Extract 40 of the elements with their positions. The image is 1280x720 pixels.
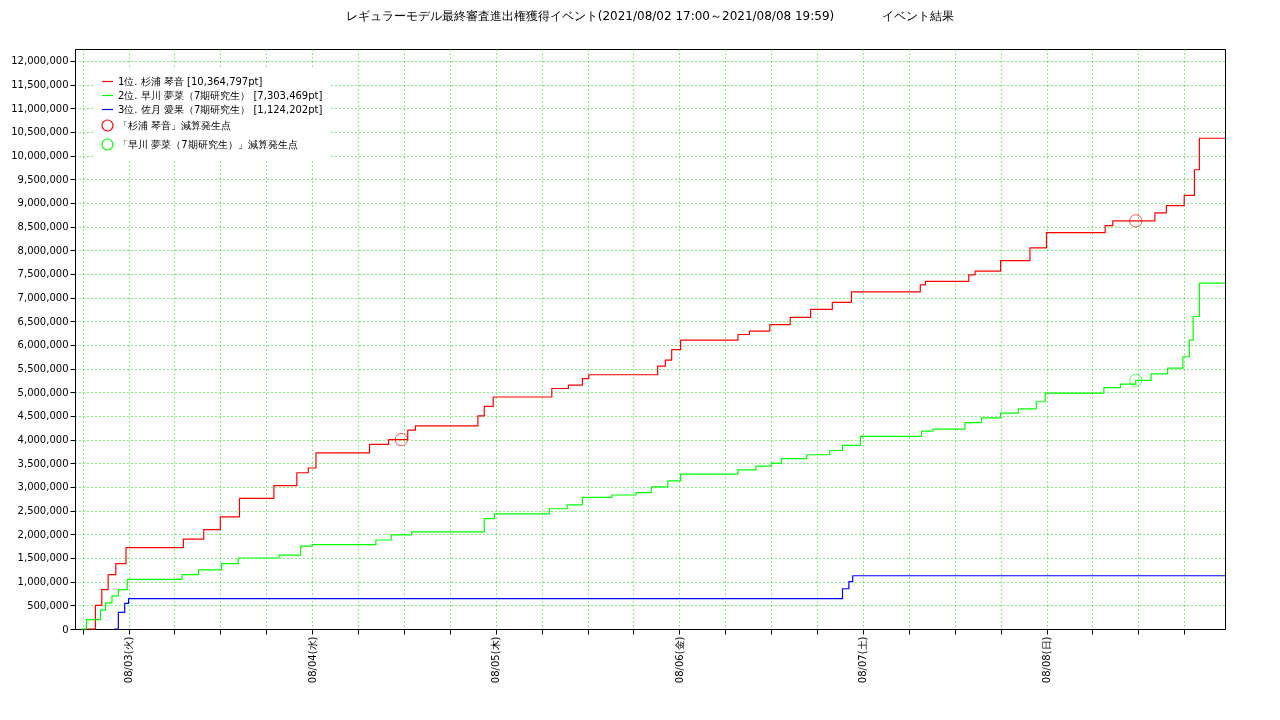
y-tick-label: 9,000,000 [17,197,69,209]
y-tick-label: 6,500,000 [17,315,69,327]
y-tick-label: 8,000,000 [17,244,69,256]
x-tick-label: 08/05(木) [490,636,502,684]
y-tick-label: 11,500,000 [11,79,69,91]
y-tick-label: 2,000,000 [17,528,69,540]
y-tick-label: 4,000,000 [17,434,69,446]
legend-label: 3位. 佐月 愛果（7期研究生） [1,124,202pt] [118,103,323,115]
y-tick-label: 10,000,000 [11,150,69,162]
x-tick-label: 08/04(水) [306,636,318,684]
x-tick-label: 08/06(金) [673,636,685,684]
y-tick-label: 6,000,000 [17,339,69,351]
point [1129,214,1143,228]
y-tick-label: 500,000 [27,599,69,611]
y-tick-label: 7,500,000 [17,268,69,280]
y-tick-label: 1,000,000 [17,576,69,588]
x-tick-label: 08/08(日) [1041,636,1053,684]
y-tick-label: 3,500,000 [17,457,69,469]
point [1129,373,1143,388]
y-tick-label: 0 [62,623,69,635]
chart-title: レギュラーモデル最終審査進出権獲得イベント(2021/08/02 17:00～2021/08/08 19:59) イベント結果 [345,9,955,23]
legend-label: 2位. 早川 夢菜（7期研究生） [7,303,469pt] [118,89,323,101]
y-tick-label: 5,000,000 [17,386,69,398]
point [394,433,409,447]
y-tick-label: 2,500,000 [17,505,69,517]
legend-label: 「早川 夢菜（7期研究生）」減算発生点 [118,138,298,150]
y-tick-label: 8,500,000 [17,221,69,233]
y-tick-label: 1,500,000 [17,552,69,564]
y-tick-label: 11,000,000 [11,102,69,114]
y-tick-label: 7,000,000 [17,292,69,304]
x-tick-label: 08/03(火) [123,636,135,684]
legend-label: 1位. 杉浦 琴音 [10,364,797pt] [118,75,263,87]
y-tick-label: 4,500,000 [17,410,69,422]
y-tick-label: 5,500,000 [17,363,69,375]
y-tick-label: 12,000,000 [11,55,69,67]
y-tick-label: 9,500,000 [17,173,69,185]
legend-label: 「杉浦 琴音」減算発生点 [118,119,232,131]
x-tick-label: 08/07(土) [857,636,869,684]
y-tick-label: 3,000,000 [17,481,69,493]
y-tick-label: 10,500,000 [11,126,69,138]
